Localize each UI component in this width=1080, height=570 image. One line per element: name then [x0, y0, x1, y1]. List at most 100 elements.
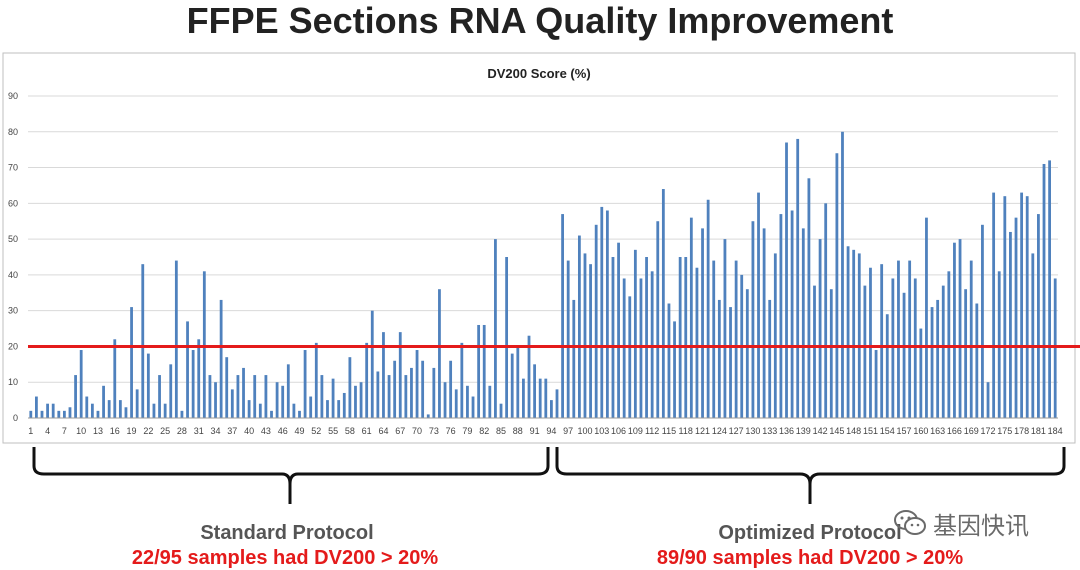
bar-sample-164: [941, 285, 945, 418]
bar-sample-54: [326, 400, 329, 418]
standard-protocol-stat: 22/95 samples had DV200 > 20%: [131, 547, 439, 569]
x-tick-label: 121: [695, 426, 710, 436]
bar-sample-146: [841, 131, 844, 418]
bar-sample-43: [264, 375, 268, 418]
x-tick-label: 109: [628, 426, 643, 436]
x-tick-label: 94: [546, 426, 556, 436]
bar-sample-104: [605, 210, 609, 418]
bar-sample-5: [51, 403, 55, 418]
bar-sample-6: [57, 410, 61, 418]
bar-sample-32: [202, 271, 206, 418]
x-tick-label: 118: [679, 426, 693, 436]
x-tick-label: 139: [796, 426, 811, 436]
bar-sample-66: [393, 360, 397, 418]
x-tick-label: 145: [829, 426, 844, 436]
x-tick-label: 70: [412, 426, 422, 436]
bar-sample-87: [510, 353, 514, 418]
bar-sample-71: [421, 360, 425, 418]
x-tick-label: 1: [28, 426, 33, 436]
x-axis-ticks: 1 4 7 10 13 16 19 22 25 28 31 34 37 40 43 46 49 52 55 58 61 6…: [28, 426, 1062, 436]
x-tick-label: 151: [863, 426, 878, 436]
bar-sample-127: [734, 260, 738, 418]
bar-sample-109: [633, 249, 637, 418]
bar-sample-137: [790, 210, 794, 418]
bar-sample-145: [835, 153, 839, 419]
bar-sample-88: [516, 346, 520, 418]
bar-sample-133: [768, 299, 772, 418]
bar-sample-98: [572, 299, 576, 418]
bar-sample-168: [964, 289, 968, 418]
bar-sample-61: [365, 342, 369, 418]
x-tick-label: 40: [244, 426, 254, 436]
bar-sample-80: [471, 396, 475, 418]
bar-sample-68: [404, 375, 408, 418]
bar-sample-150: [863, 285, 867, 418]
bar-sample-94: [550, 400, 553, 418]
x-tick-label: 55: [328, 426, 338, 436]
x-tick-label: 106: [611, 426, 626, 436]
bar-sample-110: [639, 278, 643, 418]
bar-sample-184: [1053, 278, 1057, 418]
bar-sample-118: [684, 257, 688, 418]
bar-sample-96: [561, 214, 564, 418]
bar-sample-113: [656, 221, 660, 418]
bar-sample-29: [186, 321, 189, 418]
bar-sample-172: [986, 382, 990, 418]
x-tick-label: 112: [645, 426, 659, 436]
bar-sample-70: [415, 350, 419, 418]
x-tick-label: 67: [395, 426, 405, 436]
bar-sample-49: [298, 410, 301, 418]
page-title: FFPE Sections RNA Quality Improvement: [186, 0, 894, 41]
bar-sample-22: [146, 353, 150, 418]
bar-sample-125: [723, 239, 727, 418]
bar-sample-65: [387, 375, 391, 418]
bar-sample-63: [376, 371, 380, 418]
x-tick-label: 37: [227, 426, 237, 436]
bar-sample-16: [113, 339, 117, 418]
bar-sample-18: [124, 407, 128, 418]
bar-sample-108: [628, 296, 632, 418]
x-tick-label: 76: [446, 426, 456, 436]
bar-sample-69: [410, 367, 413, 418]
bar-sample-158: [908, 260, 912, 418]
x-tick-label: 25: [160, 426, 170, 436]
brace-optimized: [555, 447, 1066, 504]
bar-sample-52: [314, 342, 318, 418]
bar-sample-12: [90, 403, 94, 418]
x-tick-label: 31: [194, 426, 204, 436]
bar-sample-83: [488, 385, 492, 418]
bar-sample-154: [885, 314, 889, 418]
bar-sample-130: [751, 221, 755, 418]
bar-sample-124: [717, 299, 721, 418]
bar-sample-152: [874, 350, 878, 418]
x-tick-label: 148: [846, 426, 861, 436]
x-tick-label: 97: [563, 426, 573, 436]
bar-sample-93: [544, 378, 548, 418]
bar-sample-24: [158, 375, 161, 418]
x-tick-label: 61: [362, 426, 372, 436]
bar-sample-86: [505, 257, 509, 418]
bar-sample-2: [35, 396, 38, 418]
bar-sample-129: [745, 289, 749, 418]
bar-sample-15: [107, 400, 111, 418]
y-tick-label: 90: [8, 91, 18, 101]
bar-sample-30: [191, 350, 195, 418]
bar-sample-45: [275, 382, 279, 418]
x-tick-label: 175: [997, 426, 1012, 436]
bar-sample-132: [762, 228, 766, 418]
x-tick-label: 58: [345, 426, 355, 436]
bar-sample-89: [522, 378, 525, 418]
bar-sample-131: [757, 192, 760, 418]
bar-sample-115: [667, 303, 671, 418]
bar-sample-72: [426, 414, 430, 418]
bar-sample-111: [645, 257, 648, 418]
x-tick-label: 46: [278, 426, 288, 436]
bar-sample-107: [622, 278, 626, 418]
bar-sample-53: [320, 375, 324, 418]
bar-sample-34: [214, 382, 217, 418]
bar-sample-155: [891, 278, 895, 418]
x-tick-label: 22: [143, 426, 153, 436]
bar-sample-79: [466, 385, 469, 418]
wechat-icon: [894, 510, 926, 535]
